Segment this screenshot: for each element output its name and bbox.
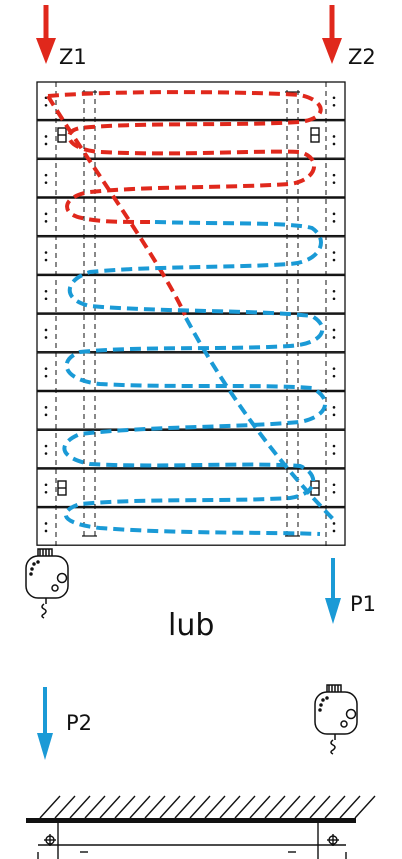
hatch-line <box>309 795 331 819</box>
panel-dot <box>44 336 48 339</box>
hatch-line <box>339 795 361 819</box>
panel-dot <box>332 444 336 448</box>
radiator-panel <box>36 158 346 198</box>
outlet-arrow-p1 <box>325 558 341 624</box>
panel-dot <box>44 220 48 223</box>
radiator-top-view <box>37 823 347 859</box>
hatch-line <box>234 795 256 819</box>
hatch-line <box>129 795 151 819</box>
panel-dot <box>332 142 336 146</box>
mounting-brackets <box>57 127 320 496</box>
label-p1: P1 <box>350 592 376 616</box>
panel-dot <box>332 452 336 455</box>
return-flow-path <box>62 220 336 536</box>
panel-dot <box>44 490 48 494</box>
hatch-line <box>249 795 271 819</box>
panel-dot <box>332 374 336 378</box>
hatch-line <box>114 795 136 819</box>
panel-dot <box>44 483 48 487</box>
panel-dot <box>332 103 336 107</box>
panel-dot <box>44 173 48 177</box>
inlet-arrow-z1 <box>36 5 56 64</box>
panel-dot <box>44 258 48 262</box>
panel-dot <box>332 367 336 370</box>
panel-dot <box>332 258 336 262</box>
hatch-line <box>54 795 76 819</box>
panel-dot <box>44 142 48 146</box>
panel-dot <box>332 529 336 533</box>
or-label: lub <box>168 608 214 643</box>
panel-dot <box>44 251 48 254</box>
panel-dot <box>44 529 48 533</box>
hatch-line <box>159 795 181 819</box>
hatch-line <box>69 795 91 819</box>
panel-dot <box>44 522 48 525</box>
panel-dot <box>332 336 336 339</box>
panel-dot <box>44 413 48 417</box>
hatch-line <box>354 795 376 819</box>
panel-dot <box>44 374 48 378</box>
panel-dot <box>332 522 336 525</box>
hatch-line <box>144 795 166 819</box>
electric-heater-icon <box>25 548 69 619</box>
panel-dot <box>332 173 336 177</box>
panel-dot <box>332 406 336 409</box>
panel-dot <box>332 135 336 138</box>
radiator-panel <box>36 429 346 469</box>
radiator-panel <box>36 313 346 353</box>
hatch-line <box>279 795 301 819</box>
panel-dot <box>332 212 336 216</box>
panel-dot <box>332 483 336 487</box>
hatch-line <box>219 795 241 819</box>
label-z1: Z1 <box>59 45 87 69</box>
panel-dot <box>44 212 48 216</box>
panel-dot <box>44 103 48 107</box>
panel-dot <box>44 181 48 184</box>
panel-dot <box>332 328 336 332</box>
panel-dot <box>44 297 48 301</box>
panel-dot <box>332 251 336 254</box>
hatch-line <box>204 795 226 819</box>
panel-dot <box>44 289 48 293</box>
hatch-line <box>99 795 121 819</box>
hatch-line <box>84 795 106 819</box>
panel-dot <box>44 135 48 138</box>
electric-heater-icon <box>314 684 358 755</box>
hatch-line <box>294 795 316 819</box>
panel-dot <box>44 367 48 370</box>
panel-dot <box>332 297 336 301</box>
panel-dot <box>44 444 48 448</box>
panel-dot <box>332 220 336 223</box>
label-p2: P2 <box>66 711 92 735</box>
radiator-panel <box>36 274 346 314</box>
label-z2: Z2 <box>348 45 376 69</box>
radiator-panel <box>36 197 346 237</box>
hatch-line <box>174 795 196 819</box>
inlet-arrow-z2 <box>322 5 342 64</box>
outlet-arrow-p2 <box>37 687 53 760</box>
panel-dot <box>332 413 336 417</box>
panel-dot <box>44 328 48 332</box>
panel-dot <box>332 490 336 494</box>
panel-dot <box>332 96 336 100</box>
panel-dot <box>332 289 336 293</box>
panel-dot <box>44 406 48 409</box>
hatch-line <box>39 795 61 819</box>
radiator-panel <box>36 390 346 430</box>
panel-dot <box>332 181 336 184</box>
wall-hatching <box>26 795 376 823</box>
hatch-line <box>189 795 211 819</box>
panel-dot <box>44 452 48 455</box>
radiator-panel <box>36 81 346 121</box>
hatch-line <box>324 795 346 819</box>
hatch-line <box>264 795 286 819</box>
supply-flow-path <box>46 90 323 316</box>
